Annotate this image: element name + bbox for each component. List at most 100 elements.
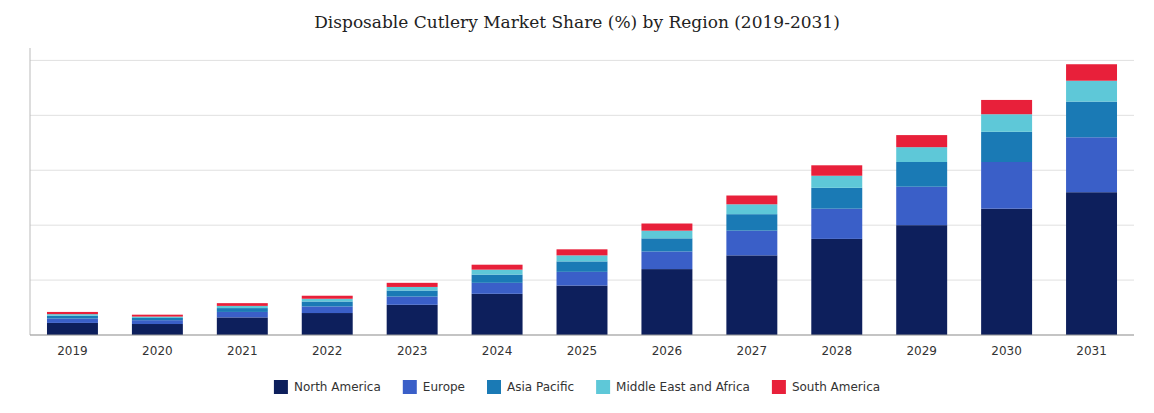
x-tick-label: 2021 [227, 344, 258, 358]
legend-label: Europe [423, 380, 465, 394]
legend-item: Asia Pacific [487, 380, 574, 394]
legend-swatch [403, 380, 417, 394]
bar-segment [811, 239, 862, 335]
x-tick-label: 2030 [991, 344, 1022, 358]
grid-line [30, 60, 1134, 61]
bar-segment [47, 319, 98, 323]
bar-segment [302, 301, 353, 306]
bar-segment [557, 286, 608, 335]
legend-label: Middle East and Africa [616, 380, 750, 394]
bar-segment [132, 315, 183, 317]
bar-segment [896, 135, 947, 147]
bar-segment [981, 209, 1032, 335]
grid-line [30, 335, 1134, 336]
legend-item: South America [772, 380, 880, 394]
bar-segment [726, 255, 777, 335]
x-tick-label: 2026 [652, 344, 683, 358]
bar-segment [47, 316, 98, 319]
bar-segment [387, 287, 438, 291]
bar-segment [726, 231, 777, 256]
bar-segment [811, 209, 862, 239]
bar-segment [302, 299, 353, 302]
x-tick-label: 2027 [737, 344, 768, 358]
bar-segment [641, 252, 692, 270]
bar-segment [132, 318, 183, 320]
bar-segment [387, 283, 438, 287]
bar-segment [472, 265, 523, 270]
bar-segment [132, 324, 183, 335]
bar-segment [217, 317, 268, 335]
x-tick-label: 2024 [482, 344, 513, 358]
bar-segment [557, 255, 608, 261]
bar-segment [557, 249, 608, 255]
x-tick-label: 2019 [57, 344, 88, 358]
bar-segment [217, 306, 268, 308]
bar-segment [896, 162, 947, 187]
bar-segment [132, 317, 183, 318]
bars [47, 64, 1117, 335]
legend-label: South America [792, 380, 880, 394]
x-tick-label: 2031 [1076, 344, 1107, 358]
bar-segment [47, 323, 98, 335]
bar-segment [557, 272, 608, 286]
bar-segment [981, 100, 1032, 114]
y-axis-line [30, 48, 31, 335]
legend-swatch [596, 380, 610, 394]
bar-segment [726, 196, 777, 205]
bar-segment [981, 132, 1032, 162]
bar-segment [387, 305, 438, 335]
bar-segment [811, 176, 862, 188]
bar-segment [1066, 137, 1117, 192]
bar-segment [472, 270, 523, 275]
bar-segment [472, 294, 523, 335]
bar-segment [896, 225, 947, 335]
legend-item: Middle East and Africa [596, 380, 750, 394]
bar-segment [811, 165, 862, 175]
bar-segment [472, 275, 523, 283]
bar-segment [302, 296, 353, 299]
x-tick-label: 2029 [906, 344, 937, 358]
x-tick-label: 2022 [312, 344, 343, 358]
bar-segment [302, 313, 353, 335]
bar-segment [472, 283, 523, 294]
bar-segment [132, 320, 183, 324]
bar-segment [217, 312, 268, 317]
bar-segment [1066, 102, 1117, 138]
bar-segment [896, 147, 947, 162]
bar-segment [1066, 64, 1117, 80]
legend-item: Europe [403, 380, 465, 394]
bar-segment [1066, 81, 1117, 102]
legend-label: North America [294, 380, 381, 394]
bar-segment [726, 214, 777, 230]
bar-segment [217, 308, 268, 312]
bar-segment [726, 204, 777, 214]
x-axis-line [30, 335, 1134, 336]
legend: North America Europe Asia Pacific Middle Ea… [274, 380, 880, 394]
legend-label: Asia Pacific [507, 380, 574, 394]
bar-segment [557, 261, 608, 271]
bar-segment [387, 291, 438, 297]
bar-segment [981, 162, 1032, 209]
bar-segment [896, 187, 947, 225]
bar-segment [302, 306, 353, 313]
bar-segment [641, 238, 692, 251]
legend-swatch [487, 380, 501, 394]
bar-segment [1066, 192, 1117, 335]
x-tick-label: 2028 [821, 344, 852, 358]
bar-segment [47, 314, 98, 316]
bar-segment [47, 312, 98, 314]
bar-segment [387, 297, 438, 305]
x-tick-label: 2023 [397, 344, 428, 358]
title: Disposable Cutlery Market Share (%) by R… [314, 12, 840, 32]
grid-line [30, 170, 1134, 171]
bar-segment [641, 231, 692, 239]
bar-segment [641, 269, 692, 335]
chart: Disposable Cutlery Market Share (%) by R… [0, 0, 1154, 413]
bar-segment [641, 224, 692, 231]
bar-segment [217, 303, 268, 306]
x-tick-label: 2025 [567, 344, 598, 358]
legend-swatch [274, 380, 288, 394]
grid-line [30, 115, 1134, 116]
legend-swatch [772, 380, 786, 394]
grid [30, 60, 1134, 335]
